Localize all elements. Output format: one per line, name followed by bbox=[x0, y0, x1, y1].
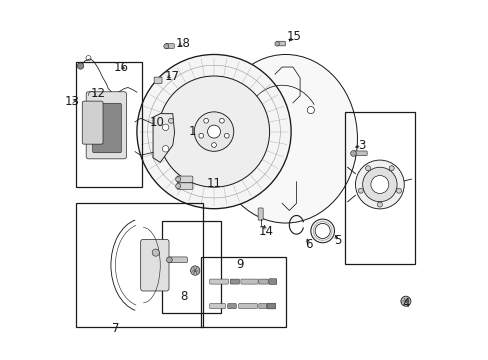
FancyBboxPatch shape bbox=[266, 303, 275, 309]
FancyBboxPatch shape bbox=[352, 151, 366, 156]
Text: 8: 8 bbox=[180, 290, 187, 303]
FancyBboxPatch shape bbox=[177, 183, 192, 189]
FancyBboxPatch shape bbox=[258, 279, 267, 284]
Circle shape bbox=[207, 125, 220, 138]
Bar bbox=[344, 112, 414, 264]
Circle shape bbox=[190, 266, 200, 275]
Bar bbox=[201, 257, 285, 327]
Circle shape bbox=[396, 188, 401, 193]
Text: 16: 16 bbox=[113, 60, 128, 73]
Text: 3: 3 bbox=[358, 139, 365, 152]
Text: 6: 6 bbox=[305, 238, 312, 251]
Polygon shape bbox=[153, 114, 174, 162]
Ellipse shape bbox=[214, 54, 357, 223]
FancyBboxPatch shape bbox=[268, 279, 276, 284]
Circle shape bbox=[219, 118, 224, 123]
Text: 1: 1 bbox=[188, 125, 196, 138]
Circle shape bbox=[152, 249, 159, 256]
Circle shape bbox=[166, 257, 172, 263]
Circle shape bbox=[77, 63, 83, 69]
Circle shape bbox=[362, 167, 396, 202]
Circle shape bbox=[388, 166, 393, 171]
Circle shape bbox=[377, 202, 382, 207]
Circle shape bbox=[199, 133, 203, 138]
Circle shape bbox=[137, 54, 290, 209]
Circle shape bbox=[163, 44, 168, 49]
Bar bbox=[76, 62, 142, 187]
Text: 17: 17 bbox=[164, 69, 179, 82]
Text: 12: 12 bbox=[90, 87, 105, 100]
Circle shape bbox=[370, 176, 388, 193]
Text: 18: 18 bbox=[175, 37, 190, 50]
Circle shape bbox=[350, 150, 356, 156]
Circle shape bbox=[162, 145, 168, 152]
Circle shape bbox=[194, 112, 233, 151]
Circle shape bbox=[365, 166, 370, 171]
FancyBboxPatch shape bbox=[258, 208, 263, 220]
FancyBboxPatch shape bbox=[258, 303, 266, 309]
FancyBboxPatch shape bbox=[238, 303, 257, 309]
Text: 10: 10 bbox=[149, 116, 164, 129]
FancyBboxPatch shape bbox=[92, 103, 121, 153]
FancyBboxPatch shape bbox=[209, 303, 225, 309]
Bar bbox=[162, 221, 221, 313]
Text: 9: 9 bbox=[236, 258, 244, 271]
FancyBboxPatch shape bbox=[177, 176, 192, 183]
Circle shape bbox=[211, 143, 216, 147]
FancyBboxPatch shape bbox=[165, 44, 174, 48]
Circle shape bbox=[158, 76, 269, 187]
Circle shape bbox=[175, 177, 180, 182]
Circle shape bbox=[168, 118, 173, 123]
Circle shape bbox=[355, 160, 404, 209]
Circle shape bbox=[162, 124, 168, 131]
Text: 7: 7 bbox=[111, 322, 119, 335]
Bar bbox=[76, 203, 203, 327]
Text: 13: 13 bbox=[64, 95, 79, 108]
Circle shape bbox=[175, 184, 180, 189]
FancyBboxPatch shape bbox=[154, 77, 162, 84]
Text: 4: 4 bbox=[401, 297, 409, 310]
Circle shape bbox=[306, 107, 314, 114]
FancyBboxPatch shape bbox=[86, 92, 126, 159]
FancyBboxPatch shape bbox=[276, 41, 285, 46]
Text: 5: 5 bbox=[333, 234, 341, 247]
Circle shape bbox=[314, 224, 329, 238]
FancyBboxPatch shape bbox=[209, 279, 228, 284]
Text: 15: 15 bbox=[286, 30, 301, 43]
FancyBboxPatch shape bbox=[82, 101, 103, 144]
Text: 14: 14 bbox=[258, 225, 273, 238]
Circle shape bbox=[400, 296, 410, 306]
FancyBboxPatch shape bbox=[241, 279, 258, 284]
Circle shape bbox=[224, 133, 229, 138]
FancyBboxPatch shape bbox=[230, 279, 239, 284]
Circle shape bbox=[203, 118, 208, 123]
Text: 11: 11 bbox=[206, 177, 221, 190]
FancyBboxPatch shape bbox=[169, 257, 187, 263]
Circle shape bbox=[310, 219, 334, 243]
Circle shape bbox=[358, 188, 363, 193]
FancyBboxPatch shape bbox=[141, 239, 169, 291]
FancyBboxPatch shape bbox=[227, 303, 236, 309]
